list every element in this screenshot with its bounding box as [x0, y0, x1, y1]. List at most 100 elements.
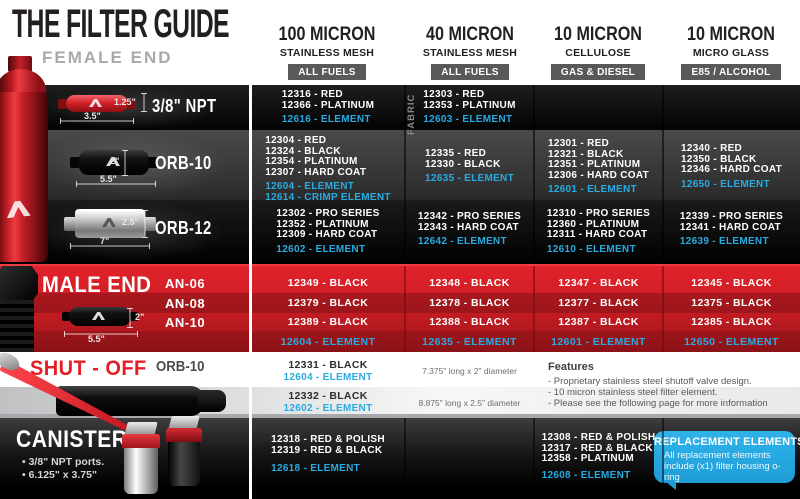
column-media-label: STAINLESS MESH [422, 47, 518, 59]
part-number: 12351 - PLATINUM [547, 159, 641, 170]
column-micron-label: 10 MICRON [687, 24, 775, 45]
cell-orb12-10micron-cellulose: 12310 - PRO SERIES 12360 - PLATINUM 12311 … [534, 208, 663, 257]
part-list: 12335 - RED 12330 - BLACK [425, 148, 514, 170]
fitting-end [64, 217, 76, 231]
part-list: 12308 - RED & POLISH 12317 - RED & BLACK 1… [541, 432, 656, 465]
element-number: 12614 - CRIMP ELEMENT [265, 191, 391, 203]
dimension-height: 1.25" [114, 97, 136, 107]
part-number: 12339 - PRO SERIES [679, 211, 784, 222]
dimension-height: 2" [110, 156, 120, 166]
part-number: 12307 - HARD COAT [265, 166, 367, 178]
element-number: 12616 - ELEMENT [281, 114, 371, 125]
part-number: 12375 - BLACK [691, 296, 772, 309]
red-canister-filter-image [0, 56, 48, 262]
element-list: 12642 - ELEMENT [417, 236, 521, 248]
part-number: 12360 - PLATINUM [546, 218, 640, 230]
part-number: 12340 - RED [680, 143, 743, 154]
element-number: 12618 - ELEMENT [271, 463, 361, 474]
part-list: 12302 - PRO SERIES 12352 - PLATINUM 12309 … [276, 208, 379, 241]
dimension-length: 5.5" [100, 174, 117, 184]
cell-orb12-40micron: 12342 - PRO SERIES 12343 - HARD COAT 1264… [405, 211, 534, 249]
part-number: 12332 - BLACK [288, 390, 368, 402]
bottle-neck [8, 56, 32, 72]
fitting-threads [0, 300, 34, 352]
an08-row-stripe [0, 293, 800, 313]
cell-canister-100micron: 12318 - RED & POLISH 12319 - RED & BLACK … [251, 434, 405, 476]
part-number: 12342 - PRO SERIES [417, 211, 522, 222]
dimension-height: 2.5" [122, 217, 139, 227]
part-number: 12353 - PLATINUM [423, 99, 516, 111]
an-size-list: AN-06 AN-08 AN-10 [165, 274, 205, 333]
part-number: 12379 - BLACK [287, 296, 369, 309]
shutoff-orb10-dimensions: 7.375" long x 2" diameter [422, 366, 517, 376]
element-number: 12639 - ELEMENT [679, 236, 769, 247]
part-number: 12346 - HARD COAT [680, 164, 783, 175]
shutoff-orb12-dimensions: 8.875" long x 2.5" diameter [418, 398, 521, 408]
canister-black-image [164, 416, 206, 488]
cell-orb12-10micron-microglass: 12339 - PRO SERIES 12341 - HARD COAT 1263… [663, 211, 800, 249]
cell-38npt-100micron: 12316 - RED 12366 - PLATINUM 12616 - ELEM… [251, 89, 405, 127]
part-number: 12352 - PLATINUM [276, 218, 369, 230]
column-divider [662, 85, 664, 264]
part-number: 12378 - BLACK [429, 296, 510, 309]
cell-orb10-10micron-microglass: 12340 - RED 12350 - BLACK 12346 - HARD COA… [663, 143, 800, 192]
part-number: 12335 - RED [425, 148, 487, 159]
part-number: 12345 - BLACK [691, 277, 772, 289]
part-number: 12324 - BLACK [265, 145, 341, 157]
cell-orb10-100micron: 12304 - RED 12324 - BLACK 12354 - PLATINUM… [251, 135, 405, 205]
element-list: 12608 - ELEMENT [542, 470, 656, 482]
valve-outlet [198, 390, 226, 412]
replacement-elements-callout: REPLACEMENT ELEMENTS All replacement ele… [654, 431, 800, 483]
male-end-section-background [0, 264, 800, 352]
element-number: 12635 - ELEMENT [425, 173, 514, 184]
element-number: 12601 - ELEMENT [551, 336, 646, 348]
shut-off-bottom-strip [0, 414, 800, 418]
filter-orb12-image [64, 208, 156, 240]
dimension-line [141, 93, 147, 112]
part-number: 12308 - RED & POLISH [541, 432, 656, 443]
part-list: 12310 - PRO SERIES 12360 - PLATINUM 12311 … [546, 208, 650, 241]
dimension-line [127, 308, 133, 328]
part-number: 12331 - BLACK [288, 359, 368, 371]
canister-body [124, 448, 158, 494]
dimension-height: 2" [135, 312, 145, 322]
part-number: 12317 - RED & BLACK [541, 442, 653, 454]
part-number: 12304 - RED [265, 135, 327, 146]
part-number: 12349 - BLACK [287, 277, 369, 289]
dimension-line [122, 150, 128, 176]
part-number: 12385 - BLACK [691, 316, 772, 328]
feature-item: - Proprietary stainless steel shutoff va… [548, 376, 752, 387]
element-list: 12635 - ELEMENT [425, 173, 514, 185]
dimension-line [76, 181, 156, 187]
column-header-100-micron: 100 MICRON STAINLESS MESH ALL FUELS [252, 24, 402, 80]
dimension-length: 5.5" [88, 334, 105, 344]
element-list: 12618 - ELEMENT [271, 463, 385, 475]
part-number: 12301 - RED [547, 138, 610, 149]
element-list: 12603 - ELEMENT [423, 114, 515, 126]
filter-38npt-image [58, 92, 138, 116]
part-list: 12301 - RED 12321 - BLACK 12351 - PLATINUM… [547, 138, 649, 181]
part-list: 12316 - RED 12366 - PLATINUM [282, 89, 374, 111]
element-number: 12602 - ELEMENT [283, 402, 373, 414]
column-divider [533, 418, 535, 499]
part-number: 12387 - BLACK [558, 316, 639, 328]
male-col-40micron: 12348 - BLACK 12378 - BLACK 12388 - BLACK [405, 274, 534, 333]
canister-bullet: • 3/8" NPT ports. [22, 456, 105, 468]
part-number: 12348 - BLACK [429, 277, 510, 289]
shutoff-label-orb10: ORB-10 [156, 358, 205, 375]
part-number: 12347 - BLACK [558, 277, 639, 289]
part-list: 12339 - PRO SERIES 12341 - HARD COAT [679, 211, 784, 233]
column-media-label: MICRO GLASS [692, 47, 770, 59]
filter-body [79, 150, 149, 175]
element-number: 12650 - ELEMENT [680, 178, 770, 190]
part-number: 12303 - RED [423, 89, 485, 100]
element-list: 12650 - ELEMENT [680, 178, 782, 191]
canister-body [168, 442, 200, 486]
filter-orb10-image [70, 148, 160, 176]
part-list: 12303 - RED 12353 - PLATINUM [423, 89, 516, 111]
part-list: 12318 - RED & POLISH 12319 - RED & BLACK [271, 434, 385, 456]
fuel-badge: ALL FUELS [431, 64, 509, 80]
element-number: 12642 - ELEMENT [417, 236, 507, 247]
fitting-hex [0, 266, 38, 302]
